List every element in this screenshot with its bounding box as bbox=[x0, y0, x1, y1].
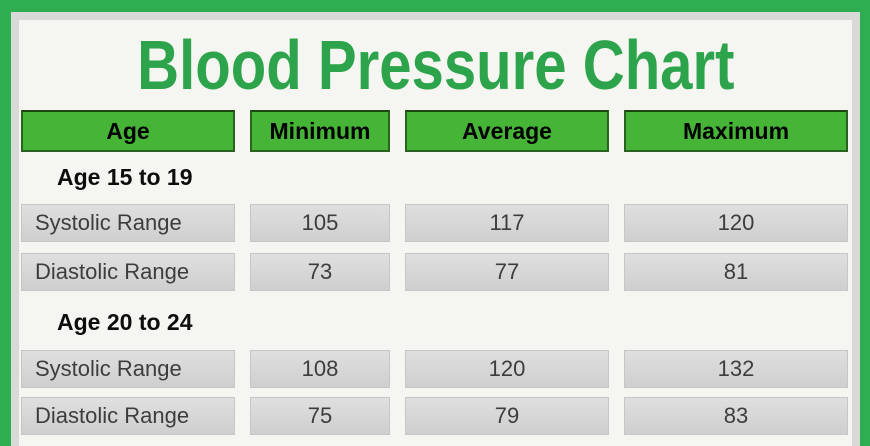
value-cell-min: 73 bbox=[250, 253, 390, 291]
table-header-row: Age Minimum Average Maximum bbox=[21, 110, 852, 152]
page-title: Blood Pressure Chart bbox=[136, 26, 735, 104]
value-cell-min: 105 bbox=[250, 204, 390, 242]
column-header-maximum: Maximum bbox=[624, 110, 848, 152]
table-row-systolic-20-24: Systolic Range 108 120 132 bbox=[21, 350, 852, 388]
row-label-diastolic: Diastolic Range bbox=[21, 253, 235, 291]
row-label-systolic: Systolic Range bbox=[21, 350, 235, 388]
chart-content: Blood Pressure Chart Age Minimum Average… bbox=[19, 20, 852, 446]
table-row-diastolic-15-19: Diastolic Range 73 77 81 bbox=[21, 253, 852, 291]
value-cell-avg: 120 bbox=[405, 350, 609, 388]
section-label-age-20-24: Age 20 to 24 bbox=[57, 309, 193, 335]
value-cell-avg: 79 bbox=[405, 397, 609, 435]
inner-gray-border: Blood Pressure Chart Age Minimum Average… bbox=[11, 12, 860, 446]
value-cell-max: 83 bbox=[624, 397, 848, 435]
value-cell-avg: 77 bbox=[405, 253, 609, 291]
row-label-systolic: Systolic Range bbox=[21, 204, 235, 242]
value-cell-avg: 117 bbox=[405, 204, 609, 242]
value-cell-min: 108 bbox=[250, 350, 390, 388]
table-row-diastolic-20-24: Diastolic Range 75 79 83 bbox=[21, 397, 852, 435]
row-label-diastolic: Diastolic Range bbox=[21, 397, 235, 435]
value-cell-max: 81 bbox=[624, 253, 848, 291]
value-cell-max: 120 bbox=[624, 204, 848, 242]
section-label-age-15-19: Age 15 to 19 bbox=[57, 164, 193, 190]
value-cell-min: 75 bbox=[250, 397, 390, 435]
table-row-systolic-15-19: Systolic Range 105 117 120 bbox=[21, 204, 852, 242]
value-cell-max: 132 bbox=[624, 350, 848, 388]
title-wrap: Blood Pressure Chart bbox=[19, 20, 852, 110]
column-header-average: Average bbox=[405, 110, 609, 152]
column-header-minimum: Minimum bbox=[250, 110, 390, 152]
column-header-age: Age bbox=[21, 110, 235, 152]
